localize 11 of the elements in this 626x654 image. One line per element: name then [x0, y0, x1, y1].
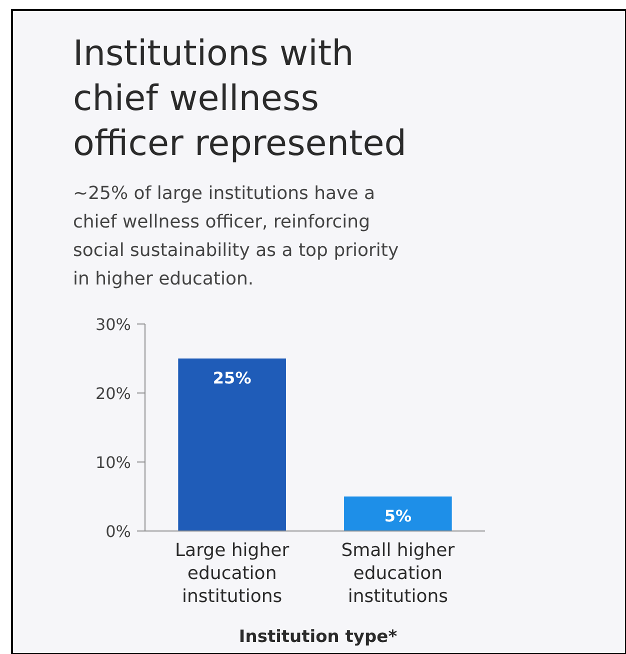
chart-title: Institutions with chief wellness officer represented [73, 34, 406, 164]
data-label: 5% [384, 506, 412, 526]
data-label: 25% [212, 368, 252, 388]
y-tick-label: 30% [95, 315, 131, 334]
x-tick-label: Small higher education institutions [341, 540, 456, 607]
x-tick-label: Large higher education institutions [175, 540, 290, 607]
y-tick-label: 10% [95, 453, 131, 472]
chart-subtitle: ~25% of large institutions have a chief wellness officer, reinforcing social sustainability as a top priority in higher education. [73, 183, 399, 290]
x-axis-title: Institution type* [238, 627, 398, 647]
y-tick-label: 20% [95, 384, 131, 403]
y-tick-label: 0% [106, 522, 131, 541]
